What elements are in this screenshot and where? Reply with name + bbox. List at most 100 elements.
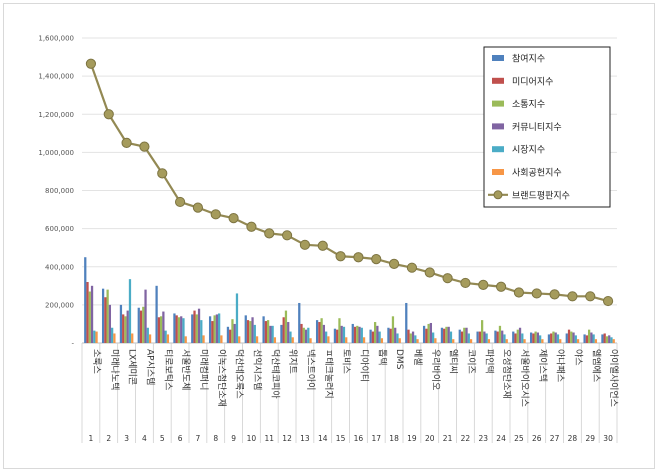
y-tick-label: 1,000,000 bbox=[38, 149, 74, 157]
bar bbox=[182, 318, 185, 343]
x-category-label: 엘티씨 bbox=[448, 349, 459, 374]
x-rank-label: 10 bbox=[247, 434, 257, 443]
bar bbox=[142, 306, 145, 343]
bar bbox=[505, 339, 508, 343]
bar bbox=[480, 320, 484, 343]
x-rank-label: 1 bbox=[89, 434, 94, 443]
x-category-label: 아나패스 bbox=[555, 349, 566, 382]
bar bbox=[95, 331, 98, 343]
bar bbox=[552, 331, 555, 343]
y-tick-label: 1,400,000 bbox=[38, 73, 74, 81]
x-category-label: 야스 bbox=[572, 349, 583, 366]
bar bbox=[529, 332, 533, 343]
legend-entry: 브랜드평판지수 bbox=[512, 190, 570, 201]
x-rank-label: 20 bbox=[425, 434, 435, 443]
brand-index-point bbox=[281, 230, 293, 241]
bar bbox=[469, 339, 473, 343]
bar bbox=[162, 311, 165, 343]
bar bbox=[220, 335, 223, 343]
legend-swatch bbox=[492, 169, 504, 175]
bar bbox=[86, 282, 89, 343]
bar bbox=[351, 323, 354, 343]
bar bbox=[427, 323, 430, 343]
x-category-label: 이녹스첨단소재 bbox=[216, 349, 227, 407]
x-rank-label: 2 bbox=[106, 434, 111, 443]
bar bbox=[269, 325, 272, 343]
bar bbox=[409, 333, 412, 343]
bar bbox=[157, 317, 160, 343]
bar bbox=[574, 335, 577, 343]
brand-index-point bbox=[103, 109, 114, 120]
bar bbox=[253, 324, 256, 343]
bar bbox=[101, 288, 105, 343]
x-rank-label: 21 bbox=[443, 434, 453, 443]
bar bbox=[605, 336, 609, 343]
bar bbox=[131, 333, 134, 343]
bar bbox=[380, 338, 384, 343]
bar bbox=[193, 310, 196, 343]
y-tick-label: 400,000 bbox=[45, 263, 74, 271]
x-category-label: 서울반도체 bbox=[180, 349, 191, 390]
x-category-label: 덕산테코피아 bbox=[269, 349, 280, 399]
brand-index-point bbox=[353, 252, 364, 263]
bar bbox=[251, 317, 254, 343]
x-rank-label: 26 bbox=[532, 434, 542, 443]
x-rank-label: 22 bbox=[461, 434, 471, 443]
bar bbox=[556, 334, 560, 343]
brand-index-point bbox=[139, 141, 150, 152]
bar bbox=[340, 325, 343, 343]
x-rank-label: 9 bbox=[231, 434, 236, 443]
bar bbox=[233, 323, 236, 343]
x-category-label: 우리바이오 bbox=[430, 349, 441, 390]
bar bbox=[521, 333, 524, 343]
bar bbox=[487, 339, 491, 343]
bar bbox=[175, 315, 178, 343]
bar bbox=[429, 322, 433, 343]
bar bbox=[333, 328, 337, 343]
bar bbox=[155, 285, 158, 343]
bar bbox=[478, 331, 481, 343]
legend-swatch bbox=[492, 100, 504, 107]
bar bbox=[197, 308, 201, 343]
bar bbox=[345, 337, 348, 343]
y-tick-label: 600,000 bbox=[45, 225, 74, 233]
bar bbox=[391, 316, 395, 343]
x-category-label: 넥스트아이 bbox=[305, 349, 316, 390]
bar bbox=[218, 313, 221, 343]
bar bbox=[608, 335, 611, 343]
bar bbox=[271, 325, 274, 343]
bar bbox=[231, 319, 234, 343]
x-rank-label: 11 bbox=[264, 434, 274, 443]
brand-index-point bbox=[585, 291, 596, 302]
y-tick-label: 1,600,000 bbox=[38, 35, 74, 43]
bar bbox=[342, 326, 346, 343]
bar bbox=[422, 325, 426, 343]
x-category-label: 티로보틱스 bbox=[162, 349, 174, 390]
y-tick-label: 800,000 bbox=[45, 187, 74, 195]
bar bbox=[180, 316, 183, 343]
brand-index-point bbox=[478, 279, 489, 290]
bar bbox=[356, 325, 359, 343]
bar bbox=[587, 329, 591, 343]
bar bbox=[291, 337, 294, 343]
bar bbox=[255, 336, 259, 343]
bar bbox=[191, 314, 194, 343]
bar bbox=[503, 334, 506, 343]
x-category-label: 서울바이오시스 bbox=[519, 349, 530, 407]
bar bbox=[518, 327, 522, 343]
brand-index-point bbox=[424, 267, 435, 278]
bar bbox=[211, 321, 214, 343]
bar bbox=[389, 328, 392, 343]
bar bbox=[425, 328, 428, 343]
bar bbox=[396, 333, 399, 343]
bar bbox=[229, 329, 232, 343]
bar bbox=[483, 331, 486, 343]
bar bbox=[467, 333, 470, 343]
x-category-label: AP시스템 bbox=[144, 349, 156, 385]
bar bbox=[398, 338, 401, 343]
bar bbox=[166, 334, 170, 343]
brand-index-point bbox=[335, 251, 346, 262]
x-rank-label: 7 bbox=[196, 434, 201, 443]
bar bbox=[119, 304, 123, 343]
